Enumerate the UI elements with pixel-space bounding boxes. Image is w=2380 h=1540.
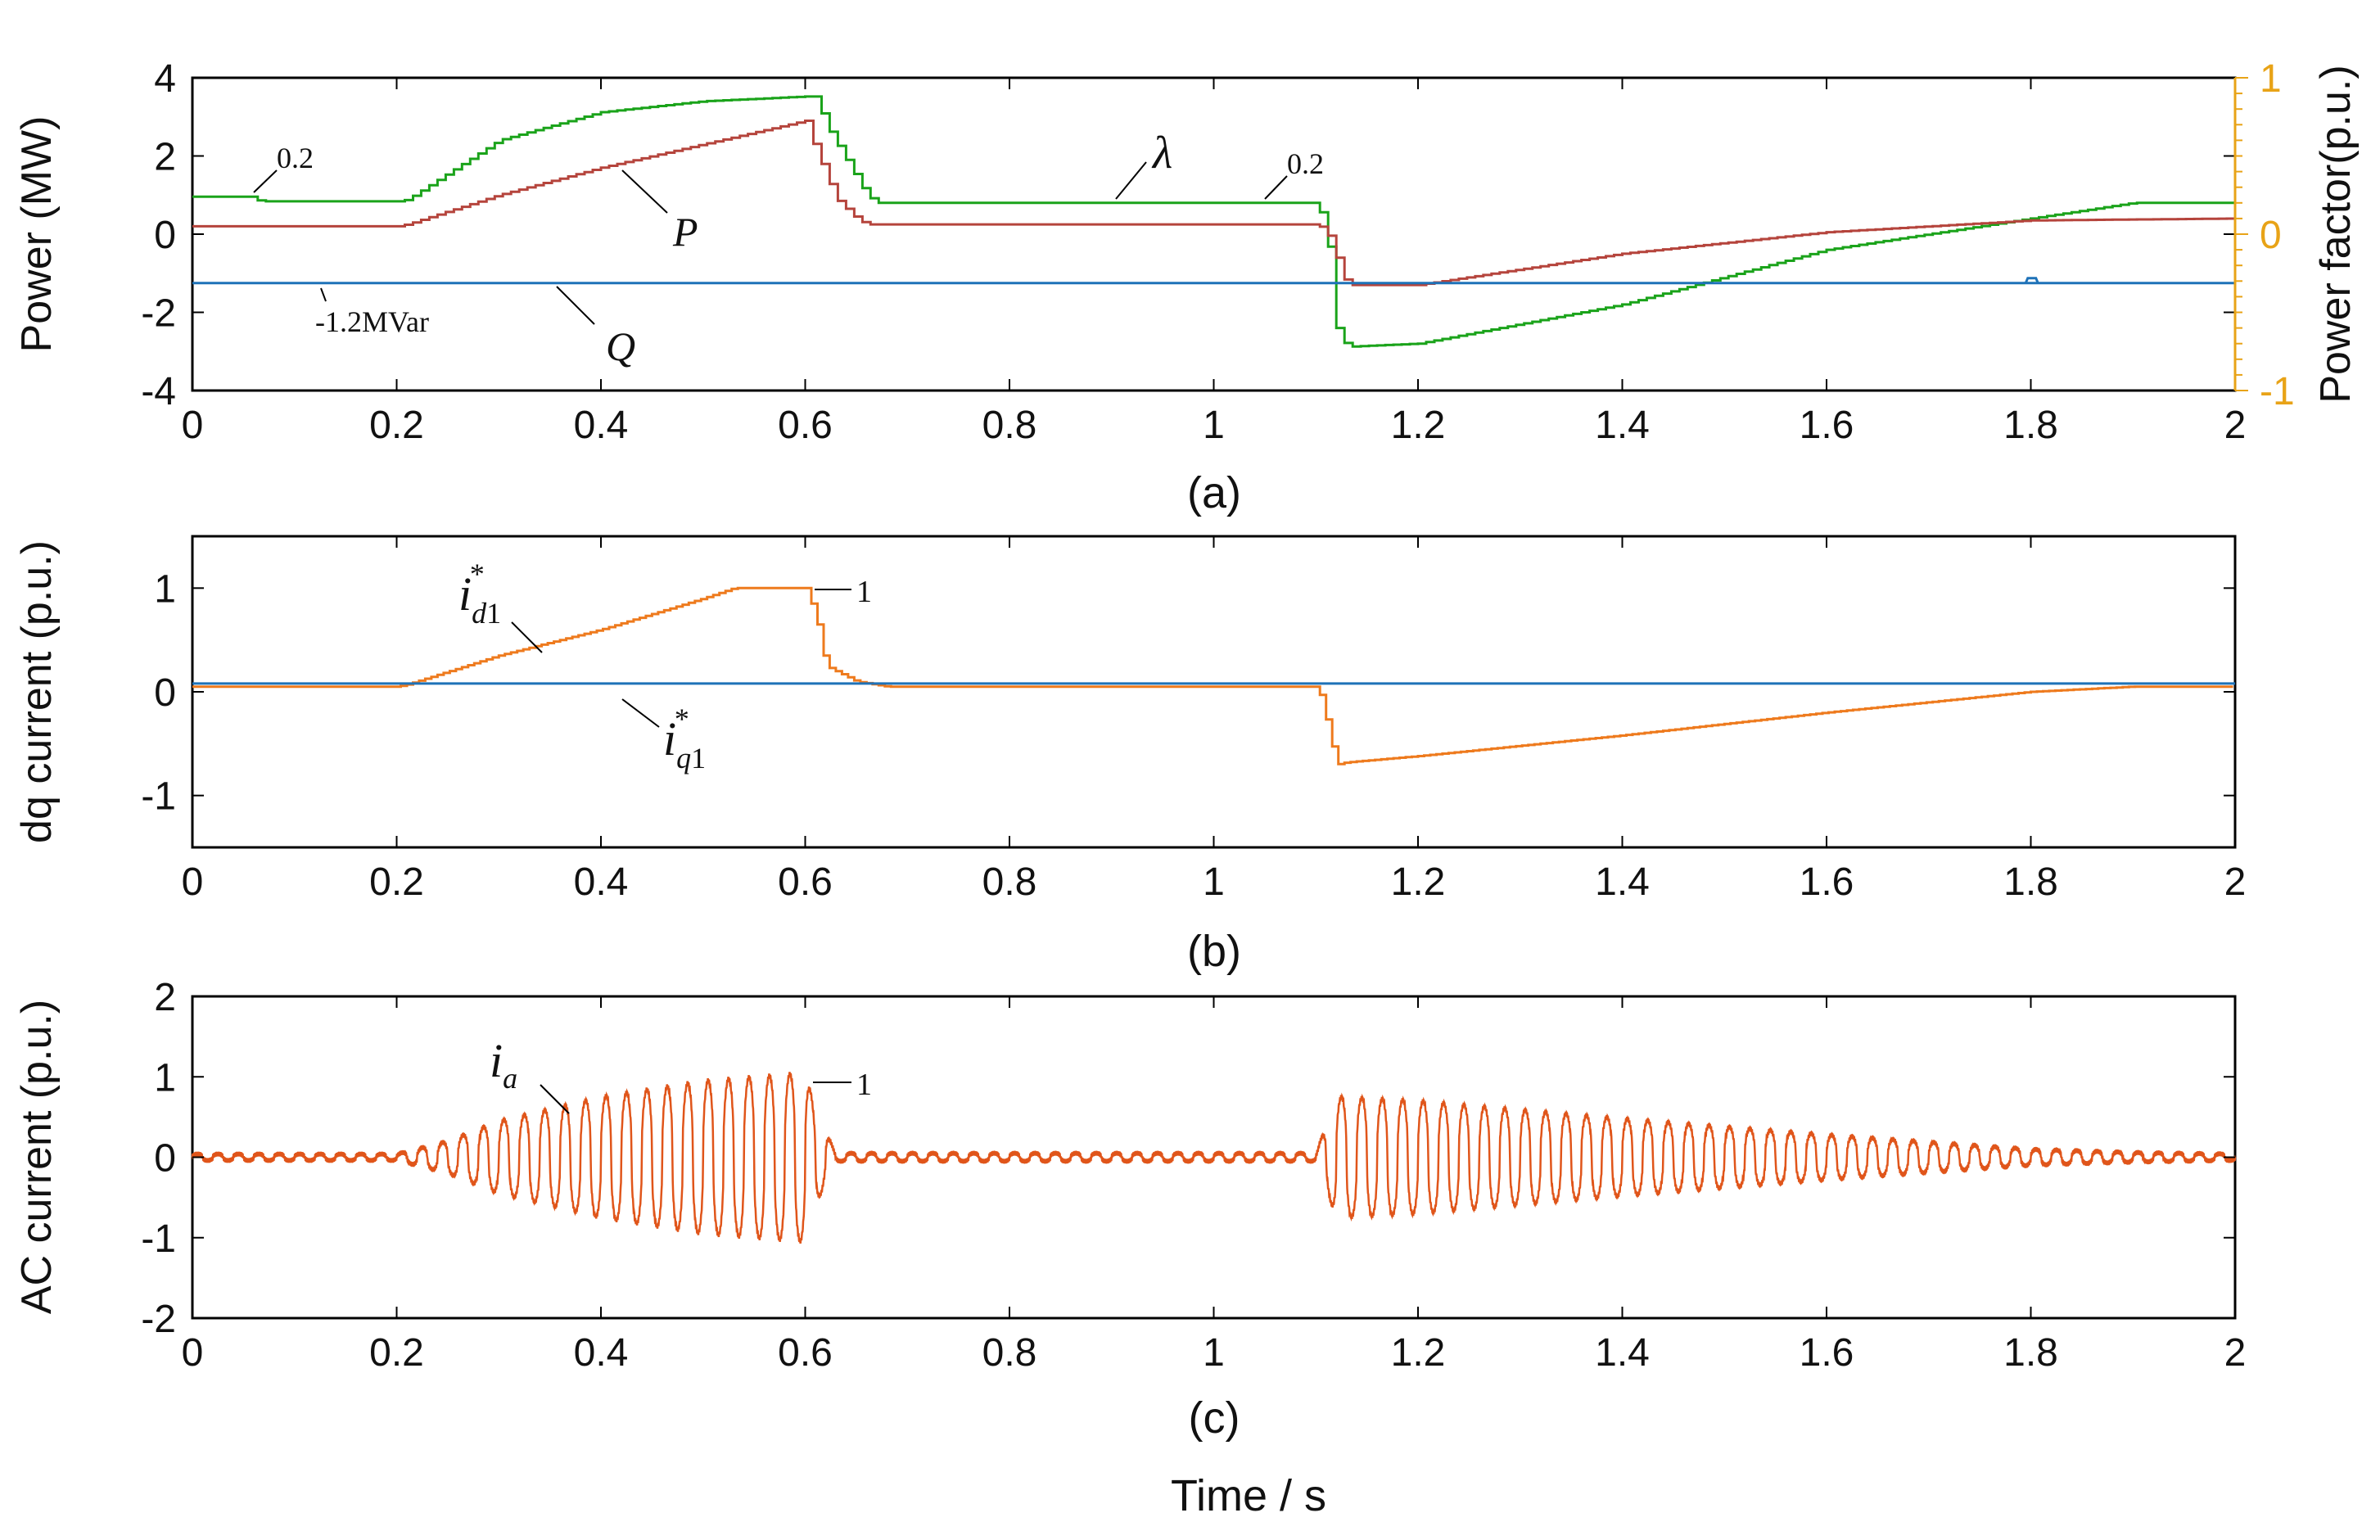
p-leader — [621, 169, 668, 214]
panel-a-xtick-label: 1.6 — [1800, 404, 1854, 447]
panel-b-xtick-label: 0 — [182, 860, 204, 904]
panel-a-xtick-label: 1.8 — [2003, 404, 2058, 447]
panel-b-ytick-label: 1 — [154, 567, 176, 611]
panel-a-xtick-label: 1.2 — [1391, 404, 1446, 447]
panel-a-xtick-label: 0 — [182, 404, 204, 447]
lambda-right-value: 0.2 — [1287, 147, 1324, 180]
id-label: i* d1 — [458, 558, 501, 630]
panel-a-ytick-label: 4 — [154, 57, 176, 101]
q-line-bump — [2024, 277, 2039, 284]
lambda-leader — [1115, 161, 1147, 200]
panel-b-xtick-label: 0.4 — [574, 860, 629, 904]
x-axis-label: Time / s — [1171, 1471, 1326, 1520]
lambda-label: λ — [1151, 128, 1172, 178]
id-peak-value: 1 — [856, 575, 872, 609]
panel-c-ytick-label: 0 — [154, 1137, 176, 1181]
lambda-left-leader — [253, 169, 278, 193]
id-leader — [511, 621, 543, 653]
panel-c-xtick-label: 0.2 — [369, 1331, 424, 1375]
panel-a-ytick-label: 0 — [154, 214, 176, 257]
panel-b-xtick-label: 1.6 — [1800, 860, 1854, 904]
panel-a: 0 0.2 0.4 0.6 0.8 1 1.2 1.4 1.6 1.8 2 4 2 0 -2 -4 1 0 -1… — [13, 57, 2360, 517]
ia-peak-value: 1 — [856, 1068, 872, 1102]
lambda-right-leader — [1264, 175, 1288, 200]
panel-c-caption: (c) — [1189, 1393, 1240, 1443]
q-leader — [556, 286, 595, 325]
panel-c-xtick-label: 1 — [1203, 1331, 1225, 1375]
panel-b-frame — [191, 535, 2237, 849]
panel-b-ylabel: dq current (p.u.) — [13, 540, 61, 843]
ia-leader — [540, 1084, 570, 1114]
panel-a-y2tick-label: 0 — [2260, 214, 2282, 257]
panel-a-xtick-label: 1.4 — [1595, 404, 1650, 447]
iq-label: i* q1 — [663, 702, 706, 775]
panel-b-xtick-label: 1.4 — [1595, 860, 1650, 904]
panel-c-ylabel: AC current (p.u.) — [13, 1000, 61, 1314]
panel-a-ylabel: Power (MW) — [13, 116, 61, 353]
p-line — [192, 120, 2237, 287]
panel-c-xtick-label: 0.4 — [574, 1331, 629, 1375]
panel-a-xtick-label: 0.6 — [778, 404, 833, 447]
panel-a-xtick-label: 1 — [1203, 404, 1225, 447]
panel-a-xtick-label: 2 — [2224, 404, 2247, 447]
panel-c-xtick-label: 1.8 — [2003, 1331, 2058, 1375]
panel-c-xtick-label: 0 — [182, 1331, 204, 1375]
lambda-line — [192, 95, 2235, 348]
panel-b-xtick-label: 1.8 — [2003, 860, 2058, 904]
panel-b-xtick-label: 0.8 — [982, 860, 1037, 904]
panel-a-xtick-label: 0.2 — [369, 404, 424, 447]
panel-b: 0 0.2 0.4 0.6 0.8 1 1.2 1.4 1.6 1.8 2 10-1 dq curr… — [13, 535, 2247, 976]
panel-b-xtick-label: 0.2 — [369, 860, 424, 904]
panel-b-ytick-label: 0 — [154, 671, 176, 715]
panel-a-xtick-label: 0.4 — [574, 404, 629, 447]
q-value-leader — [320, 287, 327, 302]
ia-label: ia — [490, 1034, 517, 1095]
panel-c-xtick-label: 0.6 — [778, 1331, 833, 1375]
ia-line — [191, 1072, 2237, 1244]
panel-a-caption: (a) — [1187, 468, 1241, 517]
panel-c: 0 0.2 0.4 0.6 0.8 1 1.2 1.4 1.6 1.8 2 2 1 0 -1 -2 AC c… — [13, 976, 2246, 1443]
panel-b-ytick-label: -1 — [141, 775, 176, 819]
id1-line — [192, 586, 2233, 765]
panel-a-y2label: Power factor(p.u.) — [2312, 65, 2360, 403]
q-value: -1.2MVar — [315, 305, 429, 338]
panel-b-caption: (b) — [1187, 927, 1241, 976]
panel-a-ytick-label: -4 — [141, 370, 176, 413]
panel-a-y2tick-label: -1 — [2260, 370, 2295, 413]
panel-c-xtick-label: 1.4 — [1595, 1331, 1650, 1375]
panel-c-ytick-label: -1 — [141, 1217, 176, 1261]
panel-c-ytick-label: -2 — [141, 1298, 176, 1341]
panel-b-xtick-label: 2 — [2224, 860, 2247, 904]
panel-b-xtick-label: 1.2 — [1391, 860, 1446, 904]
lambda-left-value: 0.2 — [277, 142, 314, 174]
panel-c-xtick-label: 2 — [2224, 1331, 2247, 1375]
panel-a-ytick-label: -2 — [141, 292, 176, 336]
panel-a-xtick-label: 0.8 — [982, 404, 1037, 447]
panel-a-y2tick-label: 1 — [2260, 57, 2282, 101]
panel-a-ytick-label: 2 — [154, 136, 176, 179]
panel-c-xtick-label: 1.2 — [1391, 1331, 1446, 1375]
panel-c-ytick-label: 1 — [154, 1056, 176, 1100]
panel-c-xtick-label: 1.6 — [1800, 1331, 1854, 1375]
panel-b-xtick-label: 0.6 — [778, 860, 833, 904]
iq-leader — [621, 698, 660, 728]
panel-b-xtick-label: 1 — [1203, 860, 1225, 904]
panel-c-ytick-label: 2 — [154, 976, 176, 1019]
q-label: Q — [606, 323, 635, 369]
panel-c-xtick-label: 0.8 — [982, 1331, 1037, 1375]
p-label: P — [672, 209, 698, 255]
